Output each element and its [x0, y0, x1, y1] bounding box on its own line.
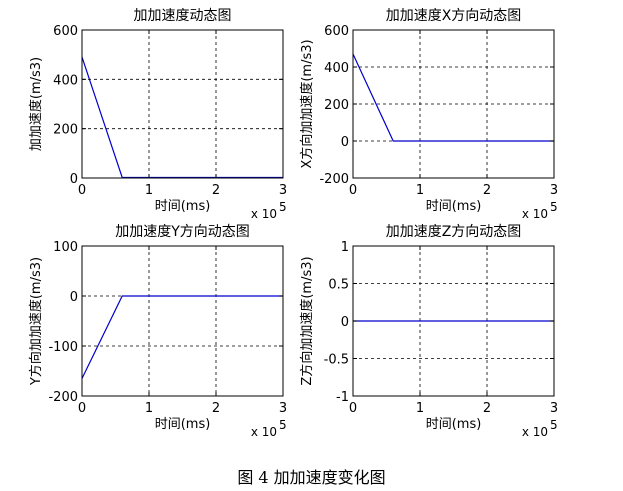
- y-axis-label: Z方向加加速度(m/s3): [299, 256, 315, 385]
- plot-area: [353, 30, 554, 178]
- x-exponent-power: 5: [279, 418, 287, 432]
- y-tick-label: 0.5: [328, 278, 349, 293]
- x-tick-label: 2: [483, 183, 491, 198]
- y-tick-label: 0: [341, 135, 349, 150]
- x-tick-label: 3: [550, 183, 558, 198]
- x-exponent-power: 5: [550, 418, 558, 432]
- axes-frame: [81, 29, 284, 179]
- x-tick-label: 0: [349, 401, 357, 416]
- y-tick-label: -100: [48, 340, 78, 355]
- y-tick-label: 100: [53, 240, 78, 255]
- y-tick-label: 0: [70, 172, 78, 187]
- x-tick-label: 0: [78, 401, 86, 416]
- x-tick-label: 1: [145, 183, 153, 198]
- series-line-1: [352, 53, 554, 142]
- x-tick-label: 1: [145, 401, 153, 416]
- x-tick-label: 0: [78, 183, 86, 198]
- x-tick-label: 3: [279, 183, 287, 198]
- y-tick-label: -1: [336, 390, 349, 405]
- x-tick-label: 3: [550, 401, 558, 416]
- y-tick-label: 600: [324, 24, 349, 39]
- subplot-2: 0 1 2 3-2000200400600加加速度X方向动态图时间(ms)X方向加加速…: [299, 8, 558, 221]
- y-tick-label: 400: [53, 73, 78, 88]
- y-tick-label: 600: [53, 24, 78, 39]
- x-exponent-label: x 10: [522, 207, 548, 221]
- y-tick-label: 200: [53, 123, 78, 138]
- figure-caption: 图 4 加加速度变化图: [237, 468, 386, 487]
- x-tick-label: 2: [212, 401, 220, 416]
- x-exponent-power: 5: [550, 200, 558, 214]
- chart-title: 加加速度Y方向动态图: [115, 224, 250, 240]
- x-tick-label: 2: [212, 183, 220, 198]
- y-tick-label: -200: [48, 390, 78, 405]
- chart-title: 加加速度Z方向动态图: [386, 224, 522, 240]
- y-tick-label: -0.5: [324, 353, 349, 368]
- x-axis-label: 时间(ms): [426, 417, 482, 432]
- x-tick-label: 1: [416, 183, 424, 198]
- axes-frame: [81, 245, 284, 397]
- x-tick-label: 1: [416, 401, 424, 416]
- y-tick-label: 200: [324, 98, 349, 113]
- y-tick-label: 0: [70, 290, 78, 305]
- x-tick-label: 0: [349, 183, 357, 198]
- x-axis-label: 时间(ms): [155, 199, 211, 214]
- x-tick-label: 2: [483, 401, 491, 416]
- y-tick-label: 1: [341, 240, 349, 255]
- chart-title: 加加速度动态图: [134, 8, 232, 24]
- y-tick-label: -200: [319, 172, 349, 187]
- series-line-1: [81, 295, 283, 379]
- y-tick-label: 0: [341, 315, 349, 330]
- chart-title: 加加速度X方向动态图: [386, 8, 522, 24]
- plot-area: [82, 30, 283, 178]
- x-exponent-label: x 10: [251, 425, 277, 439]
- y-tick-label: 400: [324, 61, 349, 76]
- y-axis-label: 加加速度(m/s3): [28, 57, 44, 151]
- y-axis-label: Y方向加加速度(m/s3): [28, 257, 44, 386]
- x-axis-label: 时间(ms): [426, 199, 482, 214]
- x-axis-label: 时间(ms): [155, 417, 211, 432]
- y-axis-label: X方向加加速度(m/s3): [299, 39, 315, 168]
- x-exponent-power: 5: [279, 200, 287, 214]
- x-tick-label: 3: [279, 401, 287, 416]
- x-exponent-label: x 10: [522, 425, 548, 439]
- plot-area: [82, 246, 283, 396]
- x-exponent-label: x 10: [251, 207, 277, 221]
